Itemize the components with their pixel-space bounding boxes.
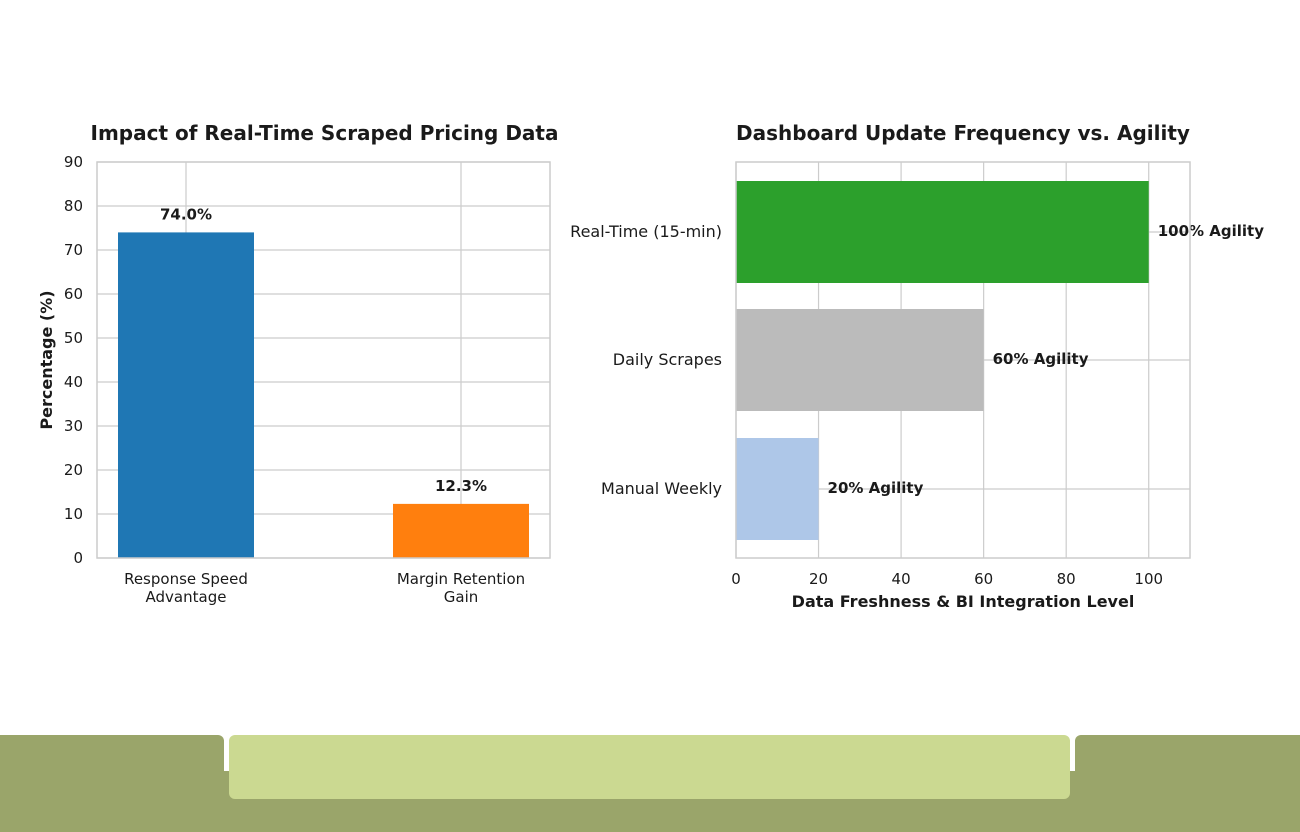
x-tick-label: 20	[809, 570, 828, 588]
chart-figure: 0 10 20 30 40 50 60 70 80 90 74.0% Response Speed Ad…	[37, 121, 1264, 611]
chart-update-frequency: 0 20 40 60 80 100 100% Agility Real-Time (15-mi…	[570, 121, 1264, 611]
footer-center-panel	[229, 735, 1070, 799]
bar-value-label: 20% Agility	[828, 479, 924, 497]
x-tick-label: 100	[1134, 570, 1163, 588]
bar	[736, 181, 1149, 283]
bar-value-label: 60% Agility	[993, 350, 1089, 368]
x-tick-label: 0	[731, 570, 741, 588]
y-tick-label: Real-Time (15-min)	[570, 222, 722, 241]
y-tick-label: 20	[64, 461, 83, 479]
x-tick-label: Response Speed Advantage	[124, 570, 248, 606]
bar-value-label: 74.0%	[160, 205, 212, 223]
y-tick-label: 90	[64, 153, 83, 171]
y-axis-label: Percentage (%)	[37, 290, 56, 429]
y-tick-label: 0	[73, 549, 83, 567]
plot-frame	[96, 161, 551, 559]
bar	[736, 309, 984, 411]
bar-value-label: 12.3%	[435, 477, 487, 495]
bar	[736, 438, 819, 540]
y-tick-label: 10	[64, 505, 83, 523]
y-tick-label: 60	[64, 285, 83, 303]
bar	[393, 503, 529, 558]
y-tick-label: 70	[64, 241, 83, 259]
x-tick-label: 80	[1057, 570, 1076, 588]
x-tick-label: 60	[974, 570, 993, 588]
y-tick-label: 30	[64, 417, 83, 435]
y-tick-label: 50	[64, 329, 83, 347]
chart-title: Impact of Real-Time Scraped Pricing Data	[91, 121, 559, 145]
footer-tab-left	[0, 735, 224, 775]
y-tick-label: Daily Scrapes	[613, 350, 722, 369]
y-tick-label: Manual Weekly	[601, 479, 722, 498]
chart-title: Dashboard Update Frequency vs. Agility	[736, 121, 1190, 145]
x-axis-label: Data Freshness & BI Integration Level	[792, 592, 1135, 611]
y-tick-label: 40	[64, 373, 83, 391]
plot-frame	[735, 161, 1191, 559]
chart-impact-pricing: 0 10 20 30 40 50 60 70 80 90 74.0% Response Speed Ad…	[37, 121, 558, 606]
y-tick-label: 80	[64, 197, 83, 215]
bar-value-label: 100% Agility	[1158, 222, 1265, 240]
bar	[118, 232, 254, 558]
footer-tab-right	[1075, 735, 1300, 775]
x-tick-label: Margin Retention Gain	[397, 570, 525, 606]
x-tick-label: 40	[892, 570, 911, 588]
